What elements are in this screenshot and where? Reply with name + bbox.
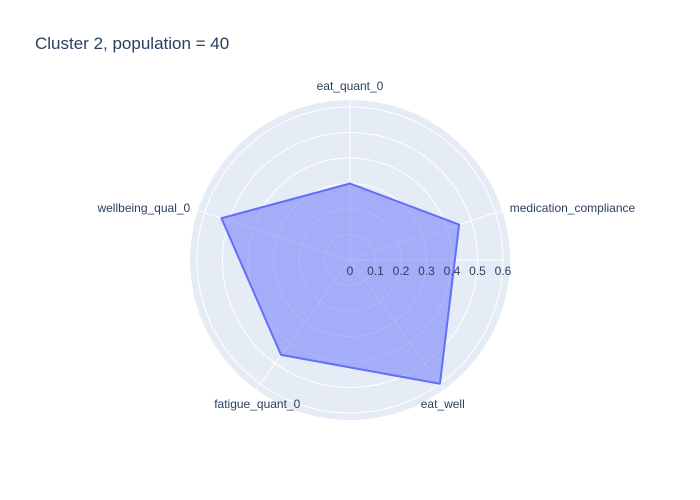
radial-tick-label: 0.3 xyxy=(418,264,435,278)
radial-tick-label: 0.2 xyxy=(393,264,410,278)
axis-label: eat_quant_0 xyxy=(317,79,384,93)
chart-title: Cluster 2, population = 40 xyxy=(35,34,230,53)
radial-tick-label: 0 xyxy=(347,264,354,278)
radial-tick-label: 0.6 xyxy=(495,264,512,278)
radial-tick-label: 0.4 xyxy=(444,264,461,278)
axis-label: eat_well xyxy=(421,397,465,411)
series-layer xyxy=(220,182,461,385)
radial-tick-label: 0.1 xyxy=(367,264,384,278)
radial-tick-label: 0.5 xyxy=(469,264,486,278)
axis-label: wellbeing_qual_0 xyxy=(96,201,190,215)
series-polygon xyxy=(220,182,461,385)
axis-label: medication_compliance xyxy=(510,201,636,215)
label-layer: 0 0.1 0.2 0.3 0.4 0.5 0.6 eat_quant_0 medication… xyxy=(96,79,635,411)
axis-label: fatigue_quant_0 xyxy=(214,397,300,411)
